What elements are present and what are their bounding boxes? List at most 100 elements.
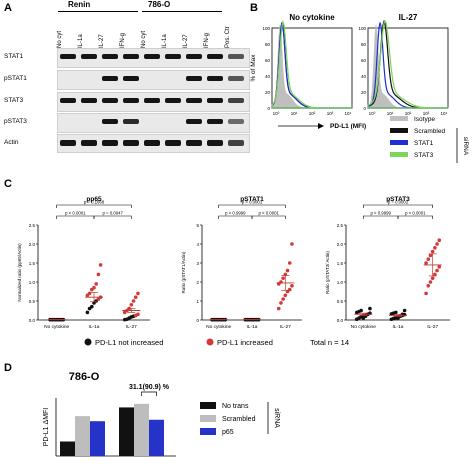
lane-label: IFN-g (120, 33, 126, 48)
panel-d-letter: D (4, 362, 12, 374)
lane-label: No cyt (141, 30, 147, 48)
y-tick-label: 20 (361, 90, 367, 95)
y-tick-label: 2.0 (337, 242, 344, 247)
lane-label: Pos. Ctr (225, 26, 231, 48)
sirna-label: siRNA (273, 408, 280, 428)
y-axis-label: Normalized ratio (pp65/Actin) (17, 243, 22, 302)
blot-band (102, 119, 118, 124)
legend-marker (206, 338, 214, 346)
blot-row-label: Actin (4, 139, 19, 146)
p-value-label: p < 0.0001 (242, 200, 263, 205)
p-value-label: p = 0.0047 (102, 211, 123, 216)
data-point (424, 291, 428, 296)
blot-band (165, 98, 181, 103)
blot-band (102, 76, 118, 81)
y-tick-label: 40 (361, 74, 367, 79)
x-tick-label: IL-1a (393, 324, 404, 330)
histogram-title: IL-27 (399, 13, 418, 22)
y-tick-label: 0 (196, 318, 199, 323)
lane-label: IL-1a (78, 34, 84, 48)
data-point (281, 297, 285, 301)
y-axis-label: Ratio (pSTAT3/ Actin) (325, 251, 330, 294)
blot-row-label: pSTAT1 (4, 75, 27, 82)
panel-a-letter: A (4, 2, 12, 14)
y-tick-label: 0 (363, 106, 366, 111)
x-axis-label: PD-L1 (MFI) (330, 123, 366, 130)
x-tick-label: IL-27 (427, 324, 438, 330)
scatter-title: pSTAT3 (386, 196, 410, 203)
data-point (281, 276, 285, 280)
blot-band (81, 54, 97, 59)
data-point (437, 238, 442, 242)
blot-band (228, 140, 244, 146)
scatter-title: pSTAT1 (240, 196, 264, 203)
blot-band (228, 54, 244, 59)
legend-marker (84, 338, 92, 346)
blot-band (144, 54, 160, 59)
y-tick-label: 80 (265, 42, 271, 47)
p-value-label: p > 0.9999 (225, 211, 246, 216)
comparison-bracket (93, 215, 132, 219)
legend-swatch (200, 402, 216, 409)
y-tick-label: 0.0 (337, 318, 344, 323)
data-point (283, 293, 288, 298)
y-tick-label: 4 (196, 242, 199, 247)
legend-label: PD-L1 increased (217, 338, 273, 347)
legend-swatch (200, 415, 216, 422)
cell-line-label: 786-O (148, 0, 171, 9)
y-tick-label: 2 (196, 280, 199, 285)
legend-label: STAT1 (414, 140, 434, 147)
y-tick-label: 1.0 (29, 280, 36, 285)
y-tick-label: 0.5 (29, 299, 36, 304)
y-tick-label: 3 (196, 261, 199, 266)
blot-row-label: pSTAT3 (4, 118, 27, 125)
p-value-label: p > 0.9999 (370, 211, 391, 216)
comparison-bracket (251, 215, 286, 219)
x-tick-label: IL-27 (280, 324, 291, 330)
y-axis-label: Ratio (pSTAT1/Actin) (181, 251, 186, 293)
data-point (279, 301, 283, 305)
data-point (426, 284, 431, 288)
p-value-label: p < 0.0001 (65, 211, 86, 216)
data-point (94, 282, 98, 286)
data-point (287, 261, 292, 265)
blot-band (123, 140, 139, 146)
p-value-label: p < 0.0001 (258, 211, 279, 216)
x-tick-label: No cytokine (44, 324, 69, 330)
y-tick-label: 1.5 (29, 261, 36, 266)
legend-label: p65 (222, 429, 234, 436)
x-tick-label: 10⁴ (441, 111, 448, 116)
data-point (437, 265, 442, 269)
comparison-bracket (56, 215, 95, 219)
y-tick-label: 100 (358, 26, 366, 31)
data-point (98, 263, 103, 267)
data-point (276, 306, 281, 311)
data-point (290, 242, 294, 246)
y-tick-label: 2.5 (337, 223, 344, 228)
lane-label: IL-1a (162, 34, 168, 48)
p-value-label: p = 0.0002 (388, 200, 409, 205)
y-tick-label: 100 (262, 26, 270, 31)
legend-label: Scrambled (414, 128, 445, 135)
blot-band (228, 76, 244, 81)
comparison-bracket (56, 204, 132, 208)
legend-swatch (390, 116, 408, 121)
y-tick-label: 2.5 (29, 223, 36, 228)
sirna-label: siRNA (462, 137, 469, 156)
blot-band (123, 98, 139, 103)
lane-label: IFN-g (204, 33, 210, 48)
y-tick-label: 20 (265, 90, 271, 95)
scatter-plots-panel: pp65 0.0 0.5 1.0 1.5 2.0 2.5 Normalized ratio (… (17, 196, 450, 347)
x-tick-label: 10⁴ (345, 111, 352, 116)
data-point (394, 310, 398, 315)
data-point (129, 303, 134, 307)
blot-band (60, 98, 76, 103)
data-point (359, 308, 363, 313)
blot-band (186, 54, 202, 59)
blot-band (123, 76, 139, 81)
bar (134, 403, 149, 456)
blot-band (144, 140, 160, 146)
legend-swatch (390, 140, 408, 145)
y-axis-label: PD-L1 ΔMFI (43, 408, 50, 447)
